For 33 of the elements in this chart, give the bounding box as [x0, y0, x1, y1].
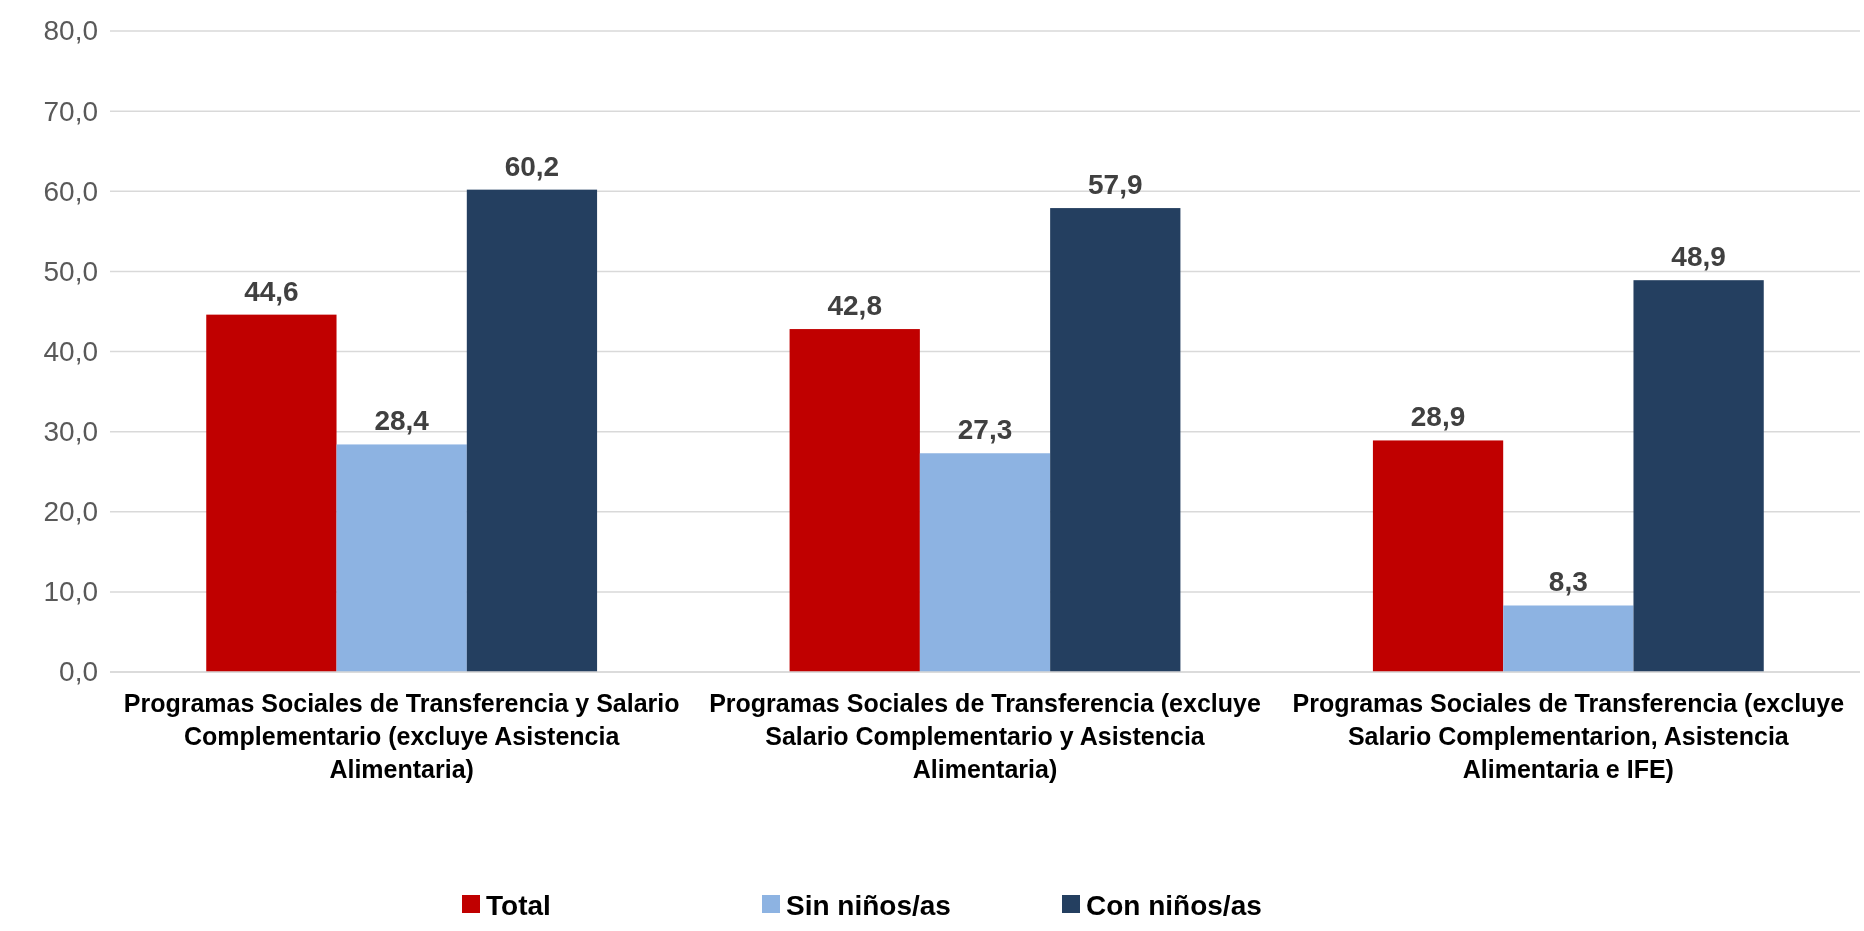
- legend-label: Sin niños/as: [786, 890, 951, 921]
- text: 48,9: [1671, 241, 1726, 273]
- legend-label: Total: [486, 890, 551, 921]
- text: 28,4: [374, 405, 429, 437]
- bar: [466, 189, 598, 672]
- text: 60,2: [504, 150, 560, 182]
- bar: [1372, 440, 1504, 672]
- bar: [336, 444, 467, 672]
- bar: [1503, 605, 1634, 672]
- y-tick-label: 40,0: [43, 335, 98, 367]
- legend-label: Con niños/as: [1086, 890, 1262, 921]
- text: 57,9: [1088, 169, 1143, 201]
- x-tick-label: Programas Sociales de Transferencia y Salario Complementario (excluye Asistencia Alimentaria): [123, 689, 680, 783]
- y-tick-label: 30,0: [43, 416, 98, 448]
- y-tick-label: 80,0: [43, 15, 98, 47]
- text: 42,8: [827, 290, 882, 322]
- bar: [206, 314, 337, 672]
- x-tick-label: Programas Sociales de Transferencia (excluye Salario Complementarion, Asistencia Alimentaria e IFE): [1292, 689, 1845, 783]
- y-tick-label: 70,0: [43, 95, 98, 127]
- y-tick-label: 20,0: [43, 496, 98, 528]
- bar: [1050, 208, 1181, 672]
- text: 28,9: [1410, 401, 1466, 433]
- bar: [919, 453, 1051, 672]
- text: 8,3: [1548, 566, 1588, 598]
- y-tick-label: 60,0: [43, 175, 98, 207]
- y-tick-label: 0,0: [59, 656, 98, 688]
- y-tick-label: 10,0: [43, 576, 98, 608]
- bar: [789, 329, 920, 672]
- bar: [1633, 280, 1764, 672]
- text: 27,3: [957, 414, 1013, 446]
- y-tick-label: 50,0: [43, 255, 98, 287]
- x-tick-label: Programas Sociales de Transferencia (excluye Salario Complementario y Asistencia Alimentaria): [709, 689, 1261, 783]
- text: 44,6: [244, 275, 299, 307]
